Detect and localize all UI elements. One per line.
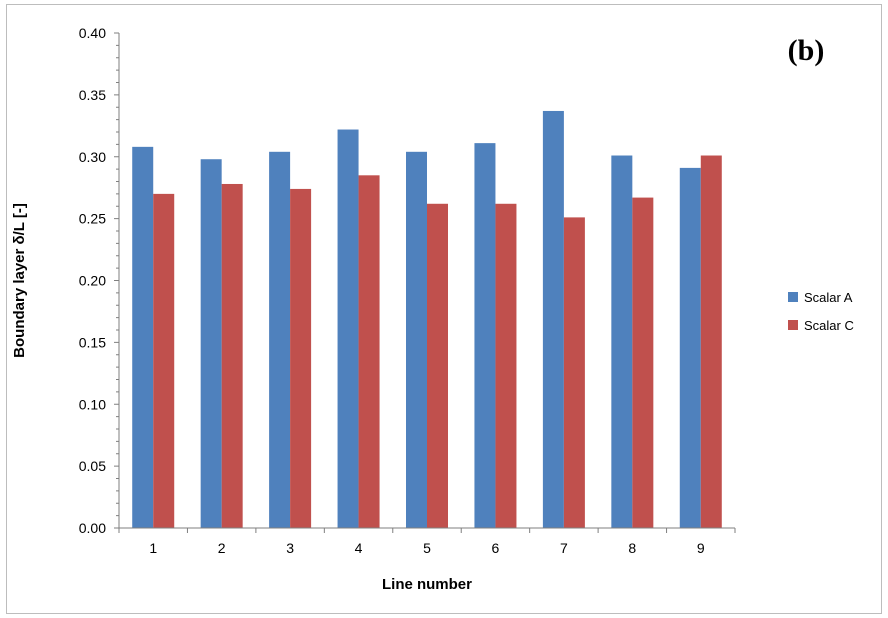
y-tick-label: 0.40 [79, 25, 106, 41]
x-tick-label: 4 [355, 540, 363, 556]
legend-swatch [788, 292, 798, 302]
bar-scalar-c [563, 217, 585, 528]
bar-scalar-a [337, 129, 359, 528]
y-ticks-group: 0.00 0.05 0.10 0.15 0.20 0.25 0.30 0.35 0.40 [79, 25, 119, 536]
x-tick-label: 1 [149, 540, 157, 556]
bar-scalar-a [406, 151, 427, 529]
x-tick-label: 5 [423, 540, 431, 556]
y-tick-label: 0.30 [79, 149, 106, 165]
legend: Scalar A Scalar C [788, 290, 854, 333]
bars-group [132, 110, 722, 529]
x-tick-label: 3 [286, 540, 294, 556]
x-ticks-group: 1 2 3 4 5 6 7 8 9 [118, 528, 736, 556]
bar-scalar-a [200, 159, 222, 528]
bar-scalar-c [427, 203, 448, 528]
legend-label: Scalar A [804, 290, 853, 305]
x-tick-label: 9 [697, 540, 705, 556]
bar-scalar-c [632, 197, 654, 528]
x-tick-label: 7 [560, 540, 568, 556]
bar-scalar-c [153, 193, 175, 528]
bar-scalar-a [611, 155, 633, 528]
y-tick-label: 0.00 [79, 520, 106, 536]
y-axis-title: Boundary layer δ/L [-] [11, 203, 28, 358]
y-tick-label: 0.05 [79, 458, 106, 474]
legend-swatch [788, 320, 798, 330]
y-tick-label: 0.10 [79, 396, 106, 412]
x-tick-label: 2 [218, 540, 226, 556]
y-tick-label: 0.25 [79, 211, 106, 227]
y-tick-label: 0.20 [79, 273, 106, 289]
bar-scalar-c [495, 203, 517, 528]
legend-label: Scalar C [804, 318, 854, 333]
y-tick-label: 0.35 [79, 87, 106, 103]
bar-scalar-a [269, 151, 291, 529]
bar-scalar-a [132, 146, 154, 528]
panel-annotation: (b) [788, 34, 825, 67]
bar-scalar-c [700, 155, 722, 528]
bar-scalar-a [542, 110, 564, 529]
bar-scalar-a [679, 167, 701, 528]
bar-scalar-c [358, 175, 380, 528]
y-tick-label: 0.15 [79, 334, 106, 350]
x-tick-label: 6 [492, 540, 500, 556]
chart-frame [6, 4, 882, 614]
bar-scalar-a [474, 143, 496, 528]
x-tick-label: 8 [628, 540, 636, 556]
bar-scalar-c [290, 188, 312, 529]
bar-scalar-c [221, 183, 243, 528]
x-axis-title: Line number [382, 576, 472, 593]
